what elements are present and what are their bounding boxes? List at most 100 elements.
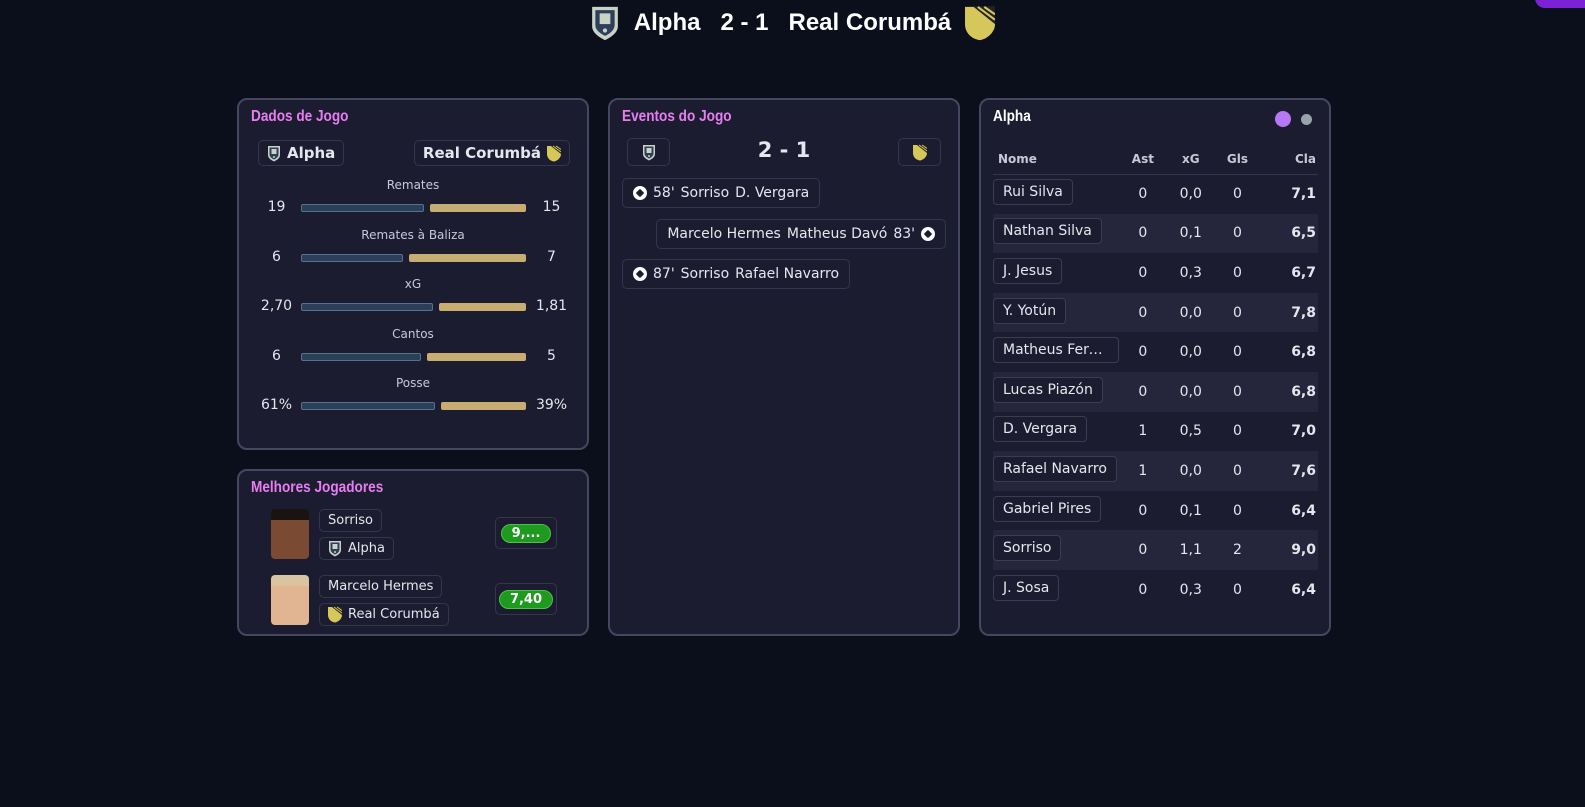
stat-home-value: 61%: [260, 397, 293, 413]
cell: 1: [1119, 451, 1167, 491]
soccer-ball-icon: [633, 186, 647, 200]
stat-away-value: 15: [542, 199, 561, 215]
away-bar: [430, 204, 526, 212]
column-header[interactable]: Ast: [1119, 144, 1167, 175]
player-name[interactable]: J. Jesus: [993, 257, 1063, 284]
cell: 0: [1233, 264, 1242, 281]
stat-bar: [301, 204, 526, 212]
cell: 0,5: [1179, 423, 1202, 440]
player-name[interactable]: J. Sosa: [993, 574, 1060, 601]
match-stats-panel: Dados de Jogo Alpha Real Corumbá Remates…: [237, 98, 589, 450]
away-team-chip[interactable]: Real Corumbá: [413, 140, 570, 166]
stat-home-value: 19: [267, 199, 286, 215]
player-name[interactable]: Y. Yotún: [993, 297, 1067, 324]
stat-label: Cantos: [392, 326, 434, 341]
player-row[interactable]: J. Sosa 0 0,3 0 6,4: [993, 570, 1318, 610]
cell: 0,0: [1179, 344, 1202, 361]
stat-bar: [301, 253, 526, 262]
team-crest-icon: [328, 606, 342, 623]
top-right-button[interactable]: [1535, 0, 1585, 8]
cell: 6,7: [1291, 264, 1316, 281]
away-bar: [409, 253, 526, 262]
player-name-chip[interactable]: Marcelo Hermes: [319, 575, 443, 598]
cell: 6,8: [1291, 344, 1316, 361]
event-scorer: Matheus Davó: [786, 225, 888, 242]
cell: 0,3: [1179, 581, 1202, 598]
stat-bar: [301, 303, 526, 311]
event-goal[interactable]: 87' Sorriso Rafael Navarro: [622, 259, 851, 289]
home-team-label: Alpha: [287, 144, 336, 162]
page-dot-active[interactable]: [1275, 111, 1291, 127]
cell: 0: [1233, 344, 1242, 361]
player-name[interactable]: D. Vergara: [993, 416, 1088, 443]
home-team-name: Alpha: [633, 9, 701, 36]
cell: 1,1: [1166, 530, 1215, 570]
player-team: Alpha: [348, 541, 385, 556]
home-bar: [301, 352, 422, 361]
player-name[interactable]: Rui Silva: [993, 179, 1073, 206]
player-name: Marcelo Hermes: [328, 579, 434, 594]
event-goal[interactable]: 58' Sorriso D. Vergara: [622, 178, 821, 208]
player-name[interactable]: Gabriel Pires: [993, 495, 1102, 522]
stat-away-value: 39%: [535, 397, 568, 413]
away-crest-icon: [547, 145, 561, 162]
panel-title: Melhores Jogadores: [251, 479, 384, 496]
player-row[interactable]: Lucas Piazón 0 0,0 0 6,8: [993, 371, 1318, 412]
player-row[interactable]: Gabriel Pires 0 0,1 0 6,4: [993, 491, 1318, 531]
event-minute: 58': [653, 185, 675, 201]
player-name-chip[interactable]: Sorriso: [319, 509, 383, 532]
event-assist: Marcelo Hermes: [667, 225, 781, 242]
away-bar: [438, 303, 526, 311]
panel-title: Eventos do Jogo: [622, 108, 732, 125]
home-bar: [301, 303, 433, 311]
player-team-chip[interactable]: Alpha: [319, 537, 394, 560]
player-row[interactable]: Nathan Silva 0 0,1 0 6,5: [993, 213, 1318, 254]
cell: 0: [1233, 423, 1242, 440]
player-name[interactable]: Rafael Navarro: [993, 455, 1117, 482]
player-avatar: [271, 575, 309, 625]
page-dot[interactable]: [1301, 114, 1312, 125]
player-row[interactable]: J. Jesus 0 0,3 0 6,7: [993, 253, 1318, 293]
player-name[interactable]: Matheus Fern...: [993, 337, 1119, 364]
home-team-chip[interactable]: Alpha: [258, 140, 345, 166]
player-row[interactable]: D. Vergara 1 0,5 0 7,0: [993, 412, 1318, 452]
cell: 0,1: [1166, 213, 1215, 254]
cell: 7,8: [1260, 292, 1318, 333]
player-name[interactable]: Lucas Piazón: [993, 376, 1103, 403]
match-header: Alpha 2 - 1 Real Corumbá: [0, 4, 1585, 42]
player-row[interactable]: Rafael Navarro 1 0,0 0 7,6: [993, 451, 1318, 491]
stat-label: xG: [404, 277, 422, 291]
column-header[interactable]: Nome: [993, 144, 1119, 175]
player-row[interactable]: Rui Silva 0 0,0 0 7,1: [993, 174, 1318, 214]
cell: 0,3: [1179, 264, 1202, 281]
cell: 2: [1214, 530, 1261, 570]
player-row[interactable]: Y. Yotún 0 0,0 0 7,8: [993, 292, 1318, 333]
cell: 0: [1119, 530, 1167, 570]
home-bar: [301, 253, 404, 262]
player-team-chip[interactable]: Real Corumbá: [319, 603, 449, 626]
cell: 0,0: [1166, 371, 1215, 412]
cell: 0: [1119, 371, 1167, 412]
cell: 0: [1138, 344, 1148, 361]
away-crest-icon: [965, 4, 995, 42]
column-header[interactable]: xG: [1166, 144, 1215, 175]
player-name[interactable]: Nathan Silva: [993, 218, 1102, 245]
event-assist: Rafael Navarro: [735, 266, 840, 282]
cell: 0,1: [1179, 502, 1202, 519]
cell: 0: [1233, 581, 1242, 598]
best-players-panel: Melhores Jogadores Sorriso Alpha 9,... M…: [237, 469, 589, 636]
column-header[interactable]: Cla: [1260, 144, 1318, 175]
player-row[interactable]: Matheus Fern... 0 0,0 0 6,8: [993, 332, 1318, 372]
player-rating: 7,40: [495, 583, 557, 615]
away-crest-chip: [898, 138, 941, 166]
cell: 0: [1138, 186, 1148, 203]
column-header[interactable]: Gls: [1214, 144, 1261, 175]
away-crest-icon: [913, 144, 927, 161]
player-row[interactable]: Sorriso 0 1,1 2 9,0: [993, 530, 1318, 570]
home-bar: [301, 204, 425, 212]
event-goal[interactable]: Marcelo Hermes Matheus Davó 83': [656, 218, 946, 249]
cell: 6,8: [1260, 371, 1318, 412]
away-team-name: Real Corumbá: [788, 9, 952, 36]
panel-title: Dados de Jogo: [251, 108, 349, 125]
player-name[interactable]: Sorriso: [993, 535, 1062, 562]
